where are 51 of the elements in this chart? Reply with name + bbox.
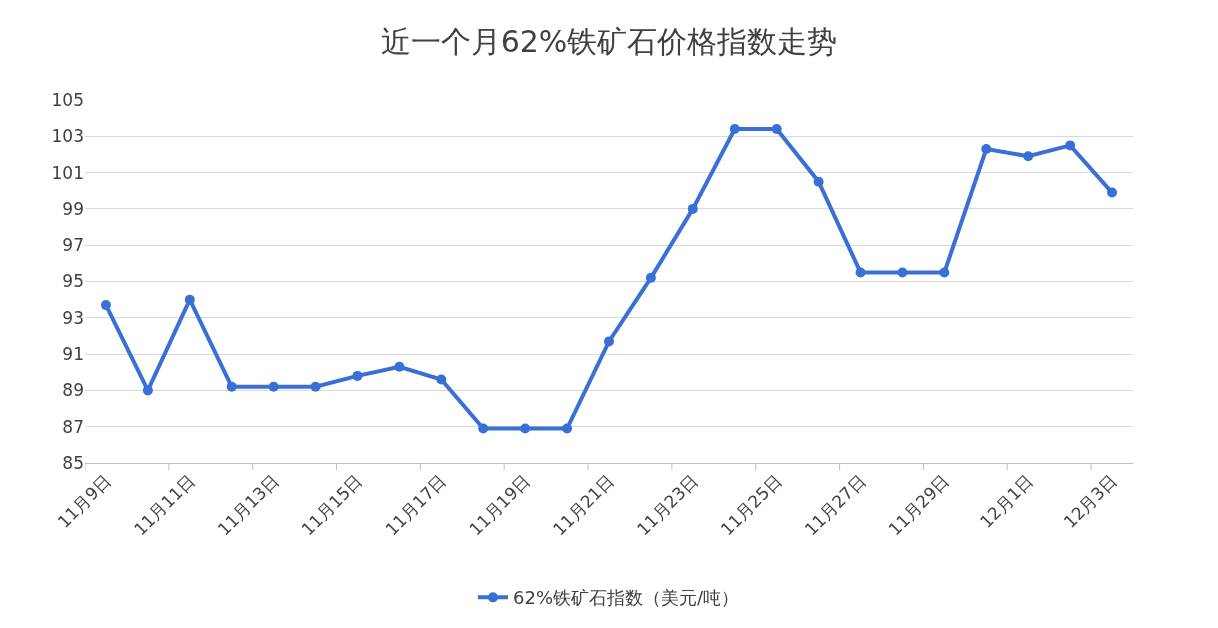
point: [1065, 140, 1076, 151]
point: [1023, 151, 1034, 162]
y-tick-label: 91: [62, 344, 84, 365]
point: [436, 374, 447, 385]
point: [939, 267, 950, 278]
y-tick-label: 87: [62, 416, 84, 437]
point: [394, 361, 405, 372]
x-tick-label: 11月19日: [465, 470, 534, 540]
point: [184, 294, 195, 305]
x-tick-label: 11月23日: [632, 470, 702, 540]
x-tick-label: 11月25日: [716, 470, 786, 540]
point: [310, 381, 321, 392]
point: [687, 203, 698, 214]
point: [855, 267, 866, 278]
y-tick-label: 95: [62, 271, 84, 292]
y-tick-label: 99: [62, 198, 84, 219]
point: [604, 336, 614, 347]
point: [813, 176, 824, 187]
point: [562, 423, 573, 434]
y-tick-label: 97: [62, 235, 84, 256]
y-tick-label: 103: [51, 126, 84, 147]
x-tick-label: 12月3日: [1059, 470, 1121, 532]
point: [100, 300, 111, 311]
x-tick-label: 11月27日: [800, 470, 870, 540]
x-tick-label: 11月21日: [549, 470, 618, 540]
x-tick-label: 11月15日: [297, 470, 367, 540]
chart-title: 近一个月62%铁矿石价格指数走势: [380, 24, 838, 60]
y-tick-label: 101: [51, 162, 84, 183]
y-tick-label: 93: [62, 307, 84, 328]
point: [981, 144, 992, 154]
y-tick-label: 105: [51, 89, 84, 110]
point: [1107, 187, 1118, 198]
point: [142, 385, 153, 396]
x-tick-label: 11月13日: [213, 470, 283, 540]
point: [897, 267, 908, 278]
x-tick-label: 11月11日: [129, 470, 199, 540]
point: [268, 381, 279, 392]
point: [478, 423, 489, 434]
point: [645, 272, 656, 283]
point: [520, 423, 531, 434]
point: [226, 381, 237, 392]
point: [352, 370, 363, 381]
point: [729, 124, 740, 135]
y-tick-label: 89: [62, 380, 84, 401]
x-tick-label: 11月17日: [381, 470, 451, 540]
x-tick-label: 12月1日: [975, 470, 1038, 532]
point: [771, 124, 782, 135]
legend-label: 62%铁矿石指数（美元/吨）: [513, 587, 740, 609]
x-tick-label: 11月9日: [53, 470, 115, 532]
y-tick-label: 85: [62, 452, 84, 473]
x-tick-label: 11月29日: [884, 470, 954, 540]
